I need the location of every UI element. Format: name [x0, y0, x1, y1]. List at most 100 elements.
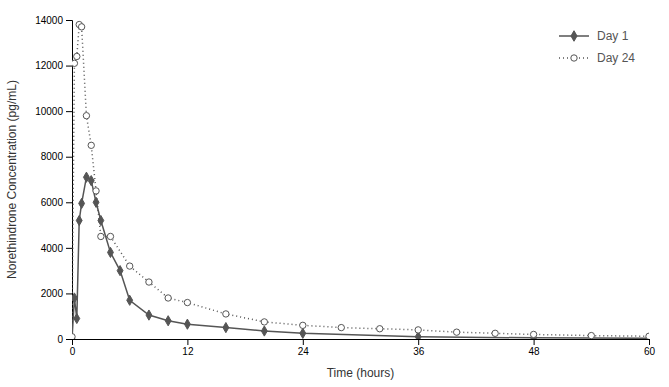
legend-entry: Day 24	[559, 51, 635, 65]
point	[98, 233, 104, 239]
y-axis-title: Norethindrone Concentration (pg/mL)	[5, 80, 19, 279]
line	[72, 177, 649, 339]
tick-label: 12	[182, 346, 194, 357]
point	[646, 333, 649, 339]
point	[79, 198, 85, 208]
tick-label: 4000	[41, 243, 64, 254]
point	[146, 279, 152, 285]
tick-label: 24	[298, 346, 310, 357]
point	[261, 326, 267, 336]
tick: 0	[57, 334, 72, 345]
point	[146, 310, 152, 320]
legend: Day 1 Day 24	[559, 29, 635, 65]
point	[93, 188, 99, 194]
tick: 14000	[35, 15, 72, 26]
tick-mark	[418, 339, 419, 345]
tick: 60	[644, 339, 656, 357]
tick-mark	[66, 111, 72, 112]
tick-label: 60	[644, 346, 656, 357]
point	[72, 334, 75, 339]
tick: 8000	[41, 151, 72, 162]
x-axis-line	[73, 340, 650, 346]
plot-area	[72, 21, 649, 339]
tick-label: 48	[529, 346, 541, 357]
tick-mark	[66, 66, 72, 67]
tick-mark	[187, 339, 188, 345]
tick-label: 12000	[35, 60, 63, 71]
point	[492, 330, 498, 336]
tick: 10000	[35, 106, 72, 117]
tick-mark	[66, 293, 72, 294]
point	[72, 60, 78, 66]
point	[338, 324, 344, 330]
point	[74, 313, 80, 323]
point	[74, 53, 80, 59]
legend-label: Day 24	[597, 51, 635, 65]
tick-label: 2000	[41, 288, 64, 299]
point	[98, 215, 104, 225]
point	[72, 334, 75, 339]
tick-label: 0	[70, 346, 76, 357]
chart: 0 12 24 36 48 60 0 2000 4000 6000 8000 10000 12000 14…	[0, 0, 669, 387]
point	[165, 316, 171, 326]
point	[300, 328, 306, 338]
tick-label: 6000	[41, 197, 64, 208]
point	[453, 329, 459, 335]
legend-entry: Day 1	[559, 29, 629, 43]
point	[415, 327, 421, 333]
tick: 12000	[35, 60, 72, 71]
tick: 36	[413, 339, 425, 357]
tick-label: 36	[413, 346, 425, 357]
tick-mark	[649, 339, 650, 345]
point	[588, 332, 594, 338]
point	[165, 295, 171, 301]
point	[93, 197, 99, 207]
point	[127, 263, 133, 269]
point	[83, 113, 89, 119]
x-axis: 0 12 24 36 48 60	[70, 339, 656, 357]
tick-mark	[66, 157, 72, 158]
point	[530, 331, 536, 337]
tick-mark	[66, 202, 72, 203]
tick-label: 10000	[35, 106, 63, 117]
y-axis: 0 2000 4000 6000 8000 10000 12000 14000	[35, 15, 72, 345]
point	[184, 319, 190, 329]
tick-label: 14000	[35, 15, 63, 26]
point	[646, 333, 649, 339]
point	[184, 299, 190, 305]
legend-marker	[571, 55, 577, 61]
tick: 0	[70, 339, 76, 357]
point	[88, 176, 94, 186]
point	[88, 142, 94, 148]
legend-marker	[571, 31, 577, 42]
point	[107, 233, 113, 239]
legend-label: Day 1	[597, 29, 629, 43]
tick-mark	[303, 339, 304, 345]
point	[127, 295, 133, 305]
point	[261, 319, 267, 325]
tick: 24	[298, 339, 310, 357]
point	[223, 323, 229, 333]
tick-label: 8000	[41, 151, 64, 162]
tick: 48	[529, 339, 541, 357]
point	[300, 322, 306, 328]
point	[78, 24, 84, 30]
point	[108, 247, 114, 257]
tick-mark	[66, 248, 72, 249]
tick-label: 0	[57, 334, 63, 345]
tick-mark	[66, 20, 72, 21]
point	[76, 215, 82, 225]
tick: 2000	[41, 288, 72, 299]
point	[117, 266, 123, 276]
point	[223, 311, 229, 317]
tick-mark	[534, 339, 535, 345]
tick: 6000	[41, 197, 72, 208]
x-axis-title: Time (hours)	[327, 366, 395, 380]
tick: 12	[182, 339, 194, 357]
line	[72, 25, 649, 337]
point	[377, 326, 383, 332]
point	[72, 293, 77, 303]
y-axis-line	[66, 21, 73, 340]
tick-mark	[66, 339, 72, 340]
tick: 4000	[41, 243, 72, 254]
